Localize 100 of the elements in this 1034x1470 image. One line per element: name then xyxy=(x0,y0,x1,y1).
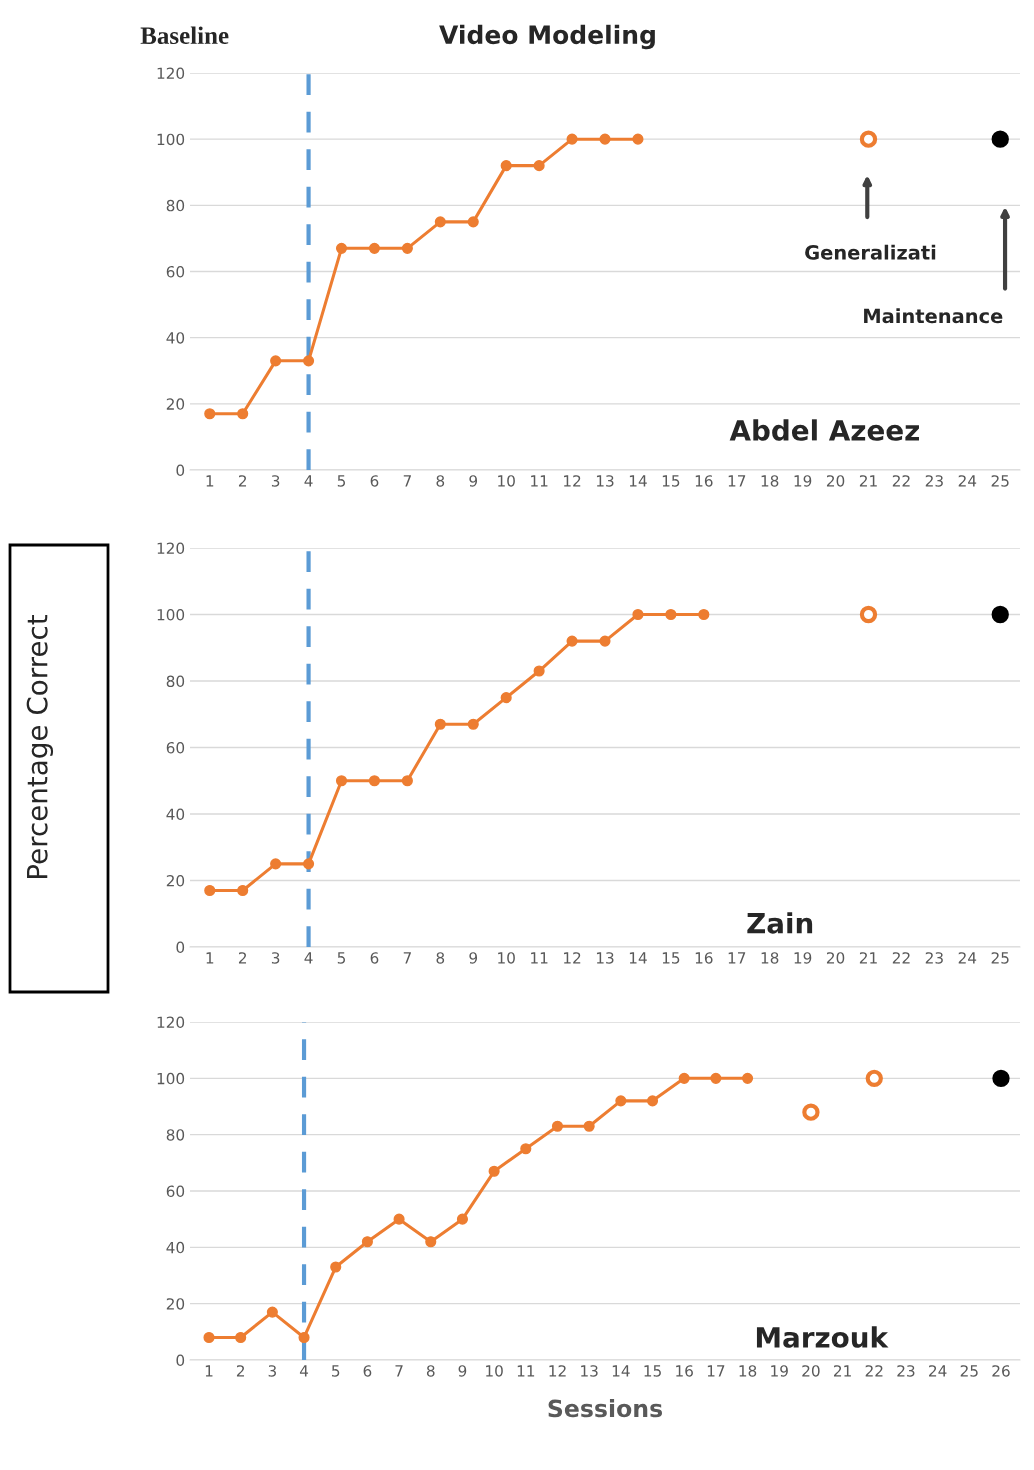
point xyxy=(710,1072,722,1084)
y-tick-label: 80 xyxy=(166,199,185,212)
point xyxy=(632,133,644,145)
x-tick-label: 9 xyxy=(469,475,478,487)
x-tick-label: 24 xyxy=(958,475,977,487)
point xyxy=(330,1261,342,1273)
x-tick-label: 7 xyxy=(403,475,411,487)
x-tick-label: 11 xyxy=(531,475,548,487)
x-tick-label: 5 xyxy=(337,952,346,964)
x-tick-label: 20 xyxy=(826,952,845,964)
x-tick-label: 9 xyxy=(469,952,478,964)
y-tick-label: 40 xyxy=(166,1241,185,1254)
x-tick-label: 17 xyxy=(728,475,746,487)
point xyxy=(991,130,1009,148)
x-tick-label: 1 xyxy=(205,1365,213,1377)
point xyxy=(583,1120,595,1132)
point xyxy=(335,775,348,787)
x-tick-label: 7 xyxy=(395,1365,403,1377)
y-tick-label: 20 xyxy=(166,874,185,887)
y-tick-label: 0 xyxy=(176,941,185,954)
annotation: Maintenance xyxy=(864,308,1003,324)
annotation: Generalizati xyxy=(805,244,936,260)
y-tick-label: 120 xyxy=(157,1016,185,1029)
x-tick-label: 16 xyxy=(676,1365,693,1377)
point xyxy=(992,1069,1010,1088)
point xyxy=(335,242,348,254)
point xyxy=(615,1095,627,1107)
point xyxy=(434,718,446,730)
point xyxy=(266,1306,278,1318)
x-tick-label: 10 xyxy=(486,1365,503,1377)
annotation: Marzouk xyxy=(756,1326,889,1348)
x-tick-label: 1 xyxy=(206,952,214,964)
x-tick-label: 10 xyxy=(498,952,515,964)
x-tick-label: 10 xyxy=(498,475,515,487)
y-tick-label: 80 xyxy=(166,675,185,688)
y-tick-label: 20 xyxy=(166,1298,185,1310)
point xyxy=(361,1236,373,1248)
x-tick-label: 6 xyxy=(370,475,379,487)
point xyxy=(298,1331,310,1344)
point xyxy=(678,1072,690,1084)
point xyxy=(235,1331,247,1344)
point xyxy=(368,242,381,254)
x-tick-label: 3 xyxy=(271,475,280,487)
y-tick-label: 80 xyxy=(166,1129,185,1141)
point xyxy=(500,692,512,704)
x-tick-label: 8 xyxy=(436,952,445,964)
x-tick-label: 2 xyxy=(238,475,247,487)
x-tick-label: 4 xyxy=(304,475,313,487)
point xyxy=(566,635,578,647)
x-tick-label: 8 xyxy=(426,1365,435,1377)
point xyxy=(566,133,578,145)
point xyxy=(859,130,878,148)
x-tick-label: 21 xyxy=(859,475,877,487)
text: Video Modeling xyxy=(439,24,655,50)
point xyxy=(203,1331,215,1344)
y-tick-label: 60 xyxy=(166,265,185,278)
x-tick-label: 16 xyxy=(695,475,713,487)
x-tick-label: 1 xyxy=(206,475,214,487)
x-tick-label: 9 xyxy=(458,1365,467,1377)
x-tick-label: 13 xyxy=(596,475,614,487)
x-tick-label: 13 xyxy=(596,952,614,964)
x-tick-label: 2 xyxy=(236,1365,245,1377)
text: Baseline xyxy=(140,26,229,45)
point xyxy=(425,1236,437,1248)
point xyxy=(204,884,216,897)
x-tick-label: 23 xyxy=(925,475,943,487)
point xyxy=(533,665,545,677)
y-tick-label: 120 xyxy=(157,67,185,80)
x-tick-label: 22 xyxy=(892,952,910,964)
point xyxy=(467,718,479,730)
point xyxy=(599,635,611,647)
x-tick-label: 2 xyxy=(238,952,247,964)
point xyxy=(865,1069,883,1088)
x-tick-label: 8 xyxy=(436,475,445,487)
x-tick-label: 11 xyxy=(517,1365,535,1377)
point xyxy=(270,355,282,367)
x-tick-label: 13 xyxy=(581,1365,598,1377)
point xyxy=(456,1213,468,1225)
point xyxy=(303,858,315,870)
point xyxy=(742,1072,754,1084)
point xyxy=(401,242,413,254)
point xyxy=(859,605,878,624)
x-tick-label: 17 xyxy=(707,1365,725,1377)
point xyxy=(237,408,249,420)
y-tick-label: 60 xyxy=(166,1185,185,1198)
point xyxy=(533,160,545,172)
x-tick-label: 19 xyxy=(794,952,812,964)
x-tick-label: 3 xyxy=(271,952,280,964)
x-tick-label: 15 xyxy=(644,1365,661,1377)
point xyxy=(500,160,512,172)
x-tick-label: 26 xyxy=(992,1365,1010,1377)
point xyxy=(401,775,413,787)
x-tick-label: 12 xyxy=(564,952,581,964)
point xyxy=(599,133,611,145)
x-tick-label: 18 xyxy=(761,475,779,487)
x-tick-label: 18 xyxy=(761,952,779,964)
point xyxy=(270,858,282,870)
x-tick-label: 6 xyxy=(370,952,379,964)
x-tick-label: 14 xyxy=(629,475,647,487)
y-tick-label: 100 xyxy=(157,1072,185,1085)
